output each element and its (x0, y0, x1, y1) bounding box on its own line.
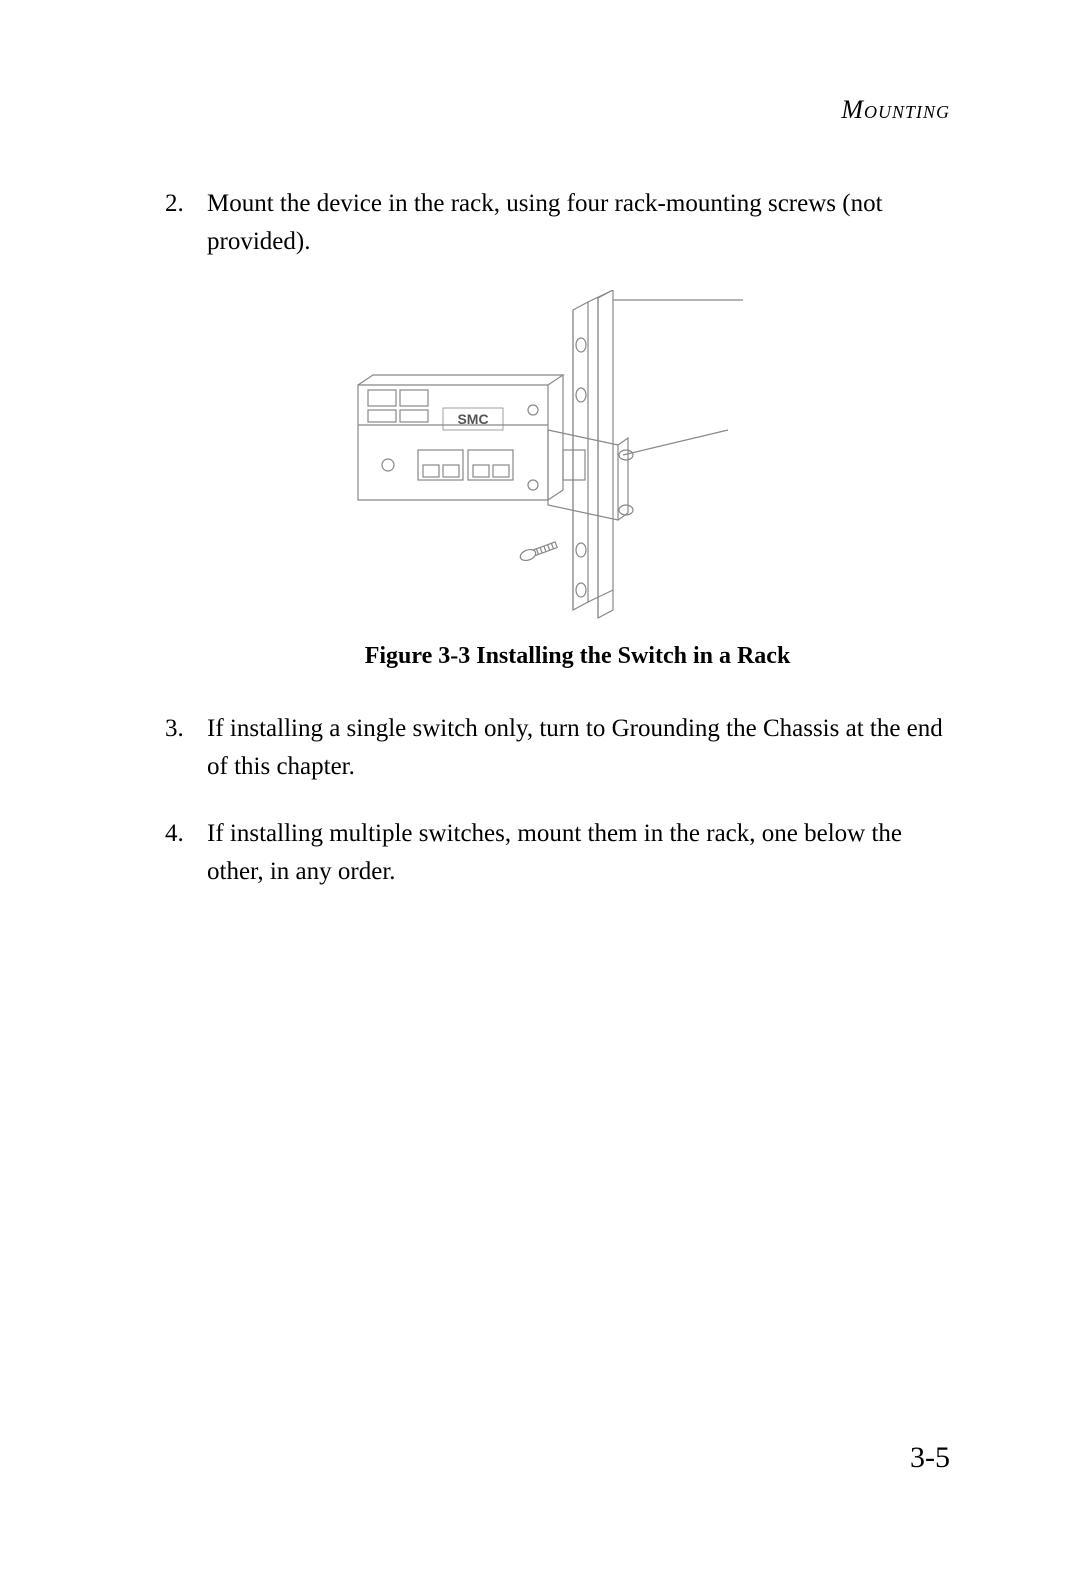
rack-mount-diagram: SMC (348, 290, 768, 620)
step-3: 3. If installing a single switch only, t… (165, 710, 950, 785)
page-header: Mounting (165, 95, 950, 125)
figure-3-3: SMC (165, 290, 950, 670)
figure-caption: Figure 3-3 Installing the Switch in a Ra… (205, 643, 950, 670)
header-title: Mounting (841, 95, 950, 124)
step-text: If installing a single switch only, turn… (207, 710, 950, 785)
step-4: 4. If installing multiple switches, moun… (165, 815, 950, 890)
svg-text:SMC: SMC (457, 411, 488, 427)
step-text: If installing multiple switches, mount t… (207, 815, 950, 890)
step-number: 3. (165, 710, 207, 785)
page-number: 3-5 (910, 1441, 950, 1475)
step-number: 2. (165, 185, 207, 260)
step-text: Mount the device in the rack, using four… (207, 185, 950, 260)
document-page: Mounting 2. Mount the device in the rack… (0, 0, 1080, 1570)
step-number: 4. (165, 815, 207, 890)
step-2: 2. Mount the device in the rack, using f… (165, 185, 950, 260)
